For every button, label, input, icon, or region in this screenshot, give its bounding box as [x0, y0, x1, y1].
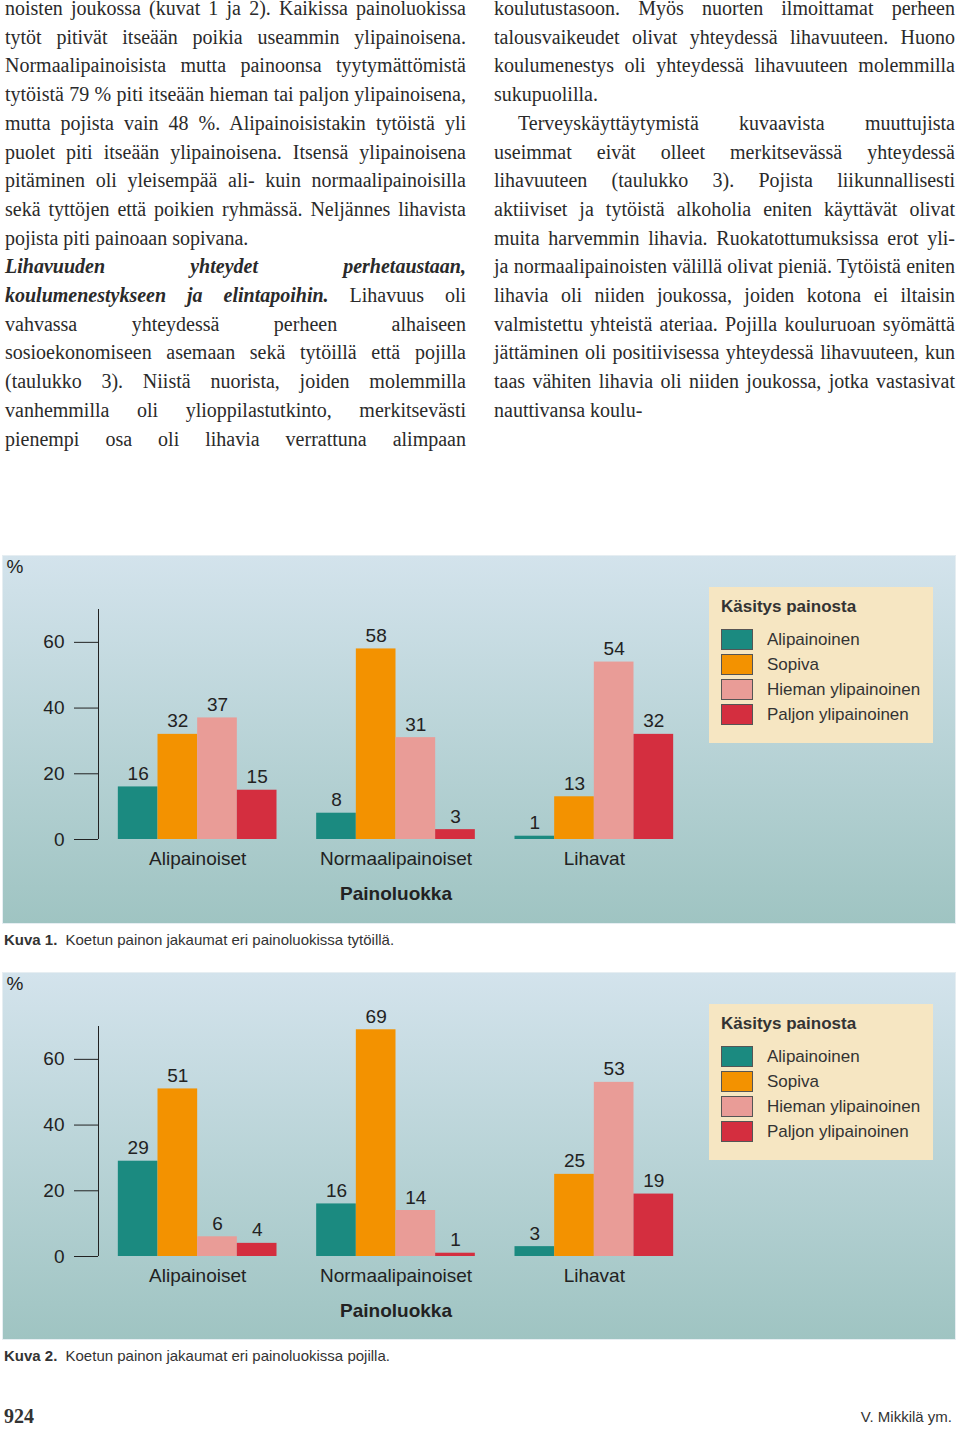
html-text:Sopiva: Sopiva [767, 654, 819, 674]
svg-text:%: % [7, 556, 24, 577]
html-text:Käsitys painosta: Käsitys painosta [721, 597, 857, 616]
svg-text:14: 14 [405, 1187, 427, 1208]
svg-text:Normaalipainoiset: Normaalipainoiset [320, 1265, 473, 1286]
svg-text:Painoluokka: Painoluokka [340, 883, 452, 904]
svg-text:1: 1 [530, 812, 541, 833]
svg-text:25: 25 [564, 1150, 585, 1171]
html-text:Sopiva: Sopiva [767, 1071, 819, 1091]
svg-text:54: 54 [604, 638, 626, 659]
svg-text:19: 19 [643, 1170, 664, 1191]
svg-text:40: 40 [43, 697, 64, 718]
html-text:Paljon ylipainoinen: Paljon ylipainoinen [767, 1121, 909, 1141]
svg-text:58: 58 [366, 625, 387, 646]
svg-text:0: 0 [54, 829, 65, 850]
svg-text:40: 40 [43, 1114, 64, 1135]
html-text:Lihavuuden yhteydet perhetaust: Lihavuuden yhteydet perhetaustaan, koulu… [5, 255, 466, 306]
svg-text:16: 16 [326, 1180, 347, 1201]
html-text:924: 924 [4, 1405, 34, 1427]
svg-text:Lihavat: Lihavat [564, 1265, 626, 1286]
svg-text:%: % [7, 973, 24, 994]
html-text:Paljon ylipainoinen: Paljon ylipainoinen [767, 704, 909, 724]
svg-text:1: 1 [450, 1229, 461, 1250]
html-text:Alipainoinen: Alipainoinen [767, 629, 860, 649]
svg-text:37: 37 [207, 694, 228, 715]
svg-text:Alipainoiset: Alipainoiset [149, 1265, 247, 1286]
svg-text:16: 16 [128, 763, 149, 784]
svg-text:3: 3 [530, 1223, 541, 1244]
svg-text:8: 8 [331, 789, 342, 810]
svg-text:60: 60 [43, 1048, 64, 1069]
svg-text:31: 31 [405, 714, 426, 735]
svg-text:51: 51 [167, 1065, 188, 1086]
svg-text:Alipainoiset: Alipainoiset [149, 848, 247, 869]
svg-text:60: 60 [43, 631, 64, 652]
svg-text:3: 3 [450, 806, 461, 827]
html-text:Terveyskäyttäytymistä kuvaavis: Terveyskäyttäytymistä kuvaavista muuttuj… [494, 111, 955, 421]
svg-text:Normaalipainoiset: Normaalipainoiset [320, 848, 473, 869]
svg-text:53: 53 [604, 1058, 625, 1079]
svg-text:Lihavat: Lihavat [564, 848, 626, 869]
html-text:Kuva 1. Koetun painon jakaumat: Kuva 1. Koetun painon jakaumat eri paino… [4, 931, 395, 948]
svg-text:20: 20 [43, 763, 64, 784]
svg-text:69: 69 [366, 1006, 387, 1027]
svg-text:13: 13 [564, 773, 585, 794]
svg-text:0: 0 [54, 1246, 65, 1267]
html-text:Hieman ylipainoinen: Hieman ylipainoinen [767, 679, 921, 699]
svg-text:Painoluokka: Painoluokka [340, 1300, 452, 1321]
svg-text:4: 4 [252, 1219, 263, 1240]
html-text:Alipainoinen: Alipainoinen [767, 1046, 860, 1066]
html-text:Hieman ylipainoinen: Hieman ylipainoinen [767, 1096, 921, 1116]
svg-text:29: 29 [128, 1137, 149, 1158]
svg-text:32: 32 [643, 710, 664, 731]
html-text:Käsitys painosta: Käsitys painosta [721, 1014, 857, 1033]
svg-text:32: 32 [167, 710, 188, 731]
html-text:V. Mikkilä ym.: V. Mikkilä ym. [860, 1408, 952, 1425]
html-text:Kuva 2. Koetun painon jakaumat: Kuva 2. Koetun painon jakaumat eri paino… [4, 1347, 390, 1364]
svg-text:15: 15 [247, 766, 268, 787]
svg-text:6: 6 [212, 1213, 223, 1234]
svg-text:20: 20 [43, 1180, 64, 1201]
